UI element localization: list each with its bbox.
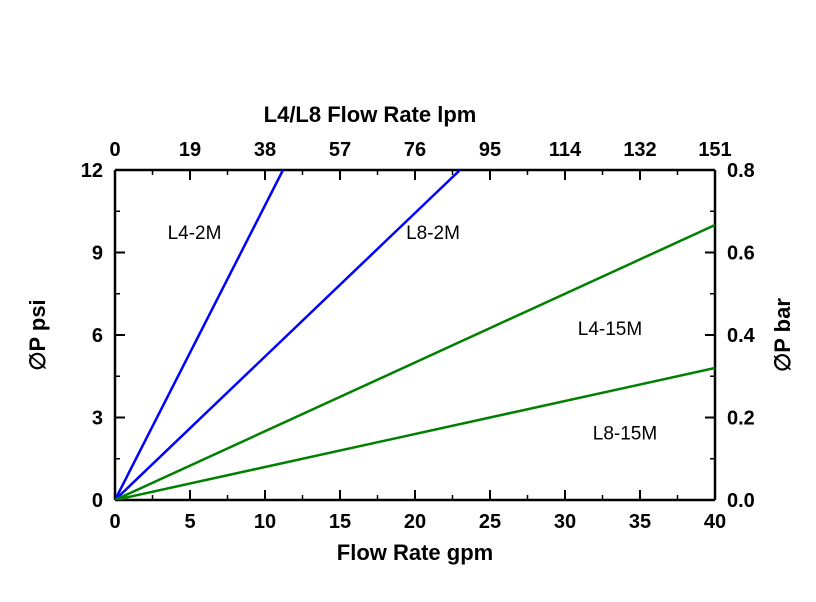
y-left-axis-label: ∅P psi bbox=[25, 299, 50, 370]
x-top-tick-label: 57 bbox=[329, 139, 351, 161]
x-bottom-tick-label: 40 bbox=[704, 511, 726, 533]
x-bottom-tick-label: 10 bbox=[254, 511, 276, 533]
y-left-tick-label: 6 bbox=[92, 325, 103, 347]
chart-svg: 0510152025303540Flow Rate gpm01938577695… bbox=[0, 0, 816, 602]
x-top-tick-label: 19 bbox=[179, 139, 201, 161]
y-right-tick-label: 0.2 bbox=[727, 408, 755, 430]
x-bottom-tick-label: 35 bbox=[629, 511, 651, 533]
y-left-tick-label: 9 bbox=[92, 243, 103, 265]
x-bottom-tick-label: 25 bbox=[479, 511, 501, 533]
x-bottom-tick-label: 20 bbox=[404, 511, 426, 533]
series-label-L4-2M: L4-2M bbox=[168, 223, 222, 244]
series-label-L8-15M: L8-15M bbox=[593, 424, 657, 445]
y-right-tick-label: 0.0 bbox=[727, 490, 755, 512]
x-bottom-tick-label: 5 bbox=[184, 511, 195, 533]
x-top-tick-label: 95 bbox=[479, 139, 501, 161]
x-top-tick-label: 132 bbox=[623, 139, 656, 161]
y-right-tick-label: 0.6 bbox=[727, 243, 755, 265]
flow-rate-chart: 0510152025303540Flow Rate gpm01938577695… bbox=[0, 0, 816, 602]
y-left-tick-label: 12 bbox=[81, 160, 103, 182]
y-right-tick-label: 0.8 bbox=[727, 160, 755, 182]
series-label-L8-2M: L8-2M bbox=[406, 223, 460, 244]
x-top-tick-label: 0 bbox=[109, 139, 120, 161]
x-top-tick-label: 114 bbox=[549, 139, 582, 161]
y-left-tick-label: 3 bbox=[92, 408, 103, 430]
x-bottom-tick-label: 0 bbox=[109, 511, 120, 533]
y-left-tick-label: 0 bbox=[92, 490, 103, 512]
x-bottom-tick-label: 30 bbox=[554, 511, 576, 533]
y-right-tick-label: 0.4 bbox=[727, 325, 756, 347]
x-top-tick-label: 76 bbox=[404, 139, 426, 161]
chart-title-top: L4/L8 Flow Rate lpm bbox=[264, 102, 477, 127]
x-top-tick-label: 151 bbox=[698, 139, 731, 161]
y-right-axis-label: ∅P bar bbox=[770, 298, 795, 372]
x-top-tick-label: 38 bbox=[254, 139, 276, 161]
series-label-L4-15M: L4-15M bbox=[578, 319, 642, 340]
x-bottom-axis-label: Flow Rate gpm bbox=[337, 540, 493, 565]
x-bottom-tick-label: 15 bbox=[329, 511, 351, 533]
